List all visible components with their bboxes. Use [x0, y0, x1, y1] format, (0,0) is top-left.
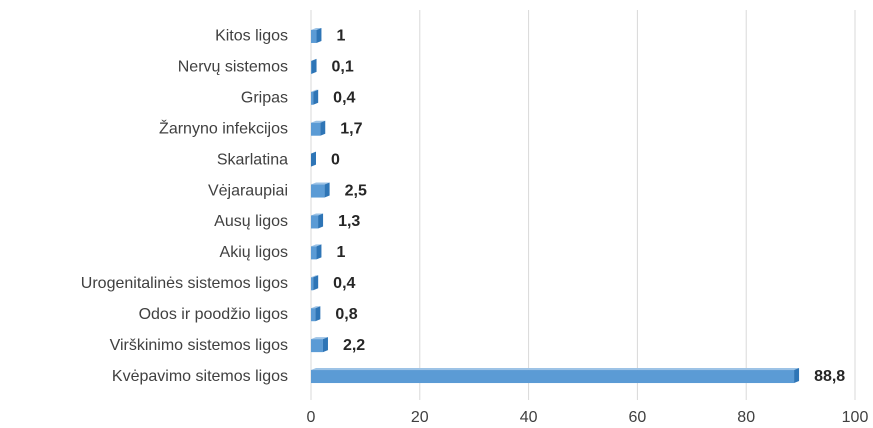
- bar-face: [311, 246, 317, 260]
- bar-face: [316, 244, 322, 260]
- x-tick-label: 100: [842, 409, 869, 426]
- bar-face: [311, 275, 319, 278]
- bar-face: [311, 58, 317, 74]
- y-tick-label: Odos ir poodžio ligos: [139, 306, 288, 323]
- value-label: 2,5: [345, 182, 367, 199]
- bar: [311, 27, 322, 43]
- y-tick-label: Gripas: [241, 90, 288, 107]
- bar-face: [311, 91, 314, 105]
- bar-face: [324, 182, 330, 198]
- bar-face: [318, 213, 324, 229]
- value-label: 1: [336, 244, 345, 261]
- bar-face: [311, 306, 321, 309]
- y-tick-label: Žarnyno infekcijos: [159, 118, 288, 137]
- value-label: 0,4: [333, 275, 355, 292]
- bar-face: [311, 337, 328, 340]
- bar-face: [311, 215, 319, 229]
- bar: [311, 306, 321, 322]
- value-label: 0,1: [332, 59, 354, 76]
- bar-face: [311, 182, 330, 185]
- x-tick-label: 80: [737, 409, 755, 426]
- bar-face: [311, 184, 325, 198]
- bar-face: [794, 368, 800, 384]
- bar: [311, 151, 316, 167]
- y-tick-label: Kvėpavimo sitemos ligos: [112, 368, 288, 385]
- bar: [311, 213, 324, 229]
- bar-face: [311, 89, 319, 92]
- value-label: 1,7: [340, 120, 362, 137]
- value-label: 0,8: [335, 306, 357, 323]
- y-tick-label: Akių ligos: [220, 244, 288, 261]
- x-tick-label: 60: [629, 409, 647, 426]
- bar-face: [311, 370, 795, 384]
- bar-face: [315, 306, 321, 322]
- bar-face: [311, 29, 317, 43]
- bar-face: [311, 308, 316, 322]
- bar-face: [311, 244, 322, 247]
- bar-face: [311, 60, 312, 74]
- y-tick-label: Ausų ligos: [214, 213, 288, 230]
- bar: [311, 275, 319, 291]
- bar-face: [311, 213, 324, 216]
- bar: [311, 182, 330, 198]
- value-label: 0: [331, 151, 340, 168]
- x-tick-label: 40: [520, 409, 538, 426]
- bar-face: [311, 277, 314, 291]
- y-tick-label: Urogenitalinės sistemos ligos: [81, 275, 288, 292]
- bar-face: [313, 275, 319, 291]
- bar-face: [311, 58, 317, 61]
- bar-face: [313, 89, 319, 105]
- y-tick-label: Kitos ligos: [215, 28, 288, 45]
- y-tick-label: Virškinimo sistemos ligos: [110, 337, 288, 354]
- x-tick-label: 20: [411, 409, 429, 426]
- bar-face: [311, 27, 322, 30]
- value-label: 88,8: [814, 368, 845, 385]
- bar-face: [311, 122, 321, 136]
- bar-face: [311, 151, 316, 167]
- y-tick-label: Skarlatina: [217, 151, 288, 168]
- bar-face: [311, 368, 800, 371]
- bar-face: [316, 27, 322, 43]
- bar: [311, 337, 328, 353]
- bar-face: [311, 120, 326, 123]
- bar: [311, 368, 800, 384]
- bar: [311, 58, 317, 74]
- x-tick-label: 0: [307, 409, 316, 426]
- bar: [311, 89, 319, 105]
- bar: [311, 120, 326, 136]
- value-label: 2,2: [343, 337, 365, 354]
- value-label: 1,3: [338, 213, 360, 230]
- bar-face: [322, 337, 328, 353]
- bar-face: [311, 339, 323, 353]
- y-tick-label: Vėjaraupiai: [208, 182, 288, 199]
- bar: [311, 244, 322, 260]
- y-tick-label: Nervų sistemos: [178, 59, 288, 76]
- value-label: 0,4: [333, 90, 355, 107]
- value-label: 1: [336, 28, 345, 45]
- bar-face: [320, 120, 326, 136]
